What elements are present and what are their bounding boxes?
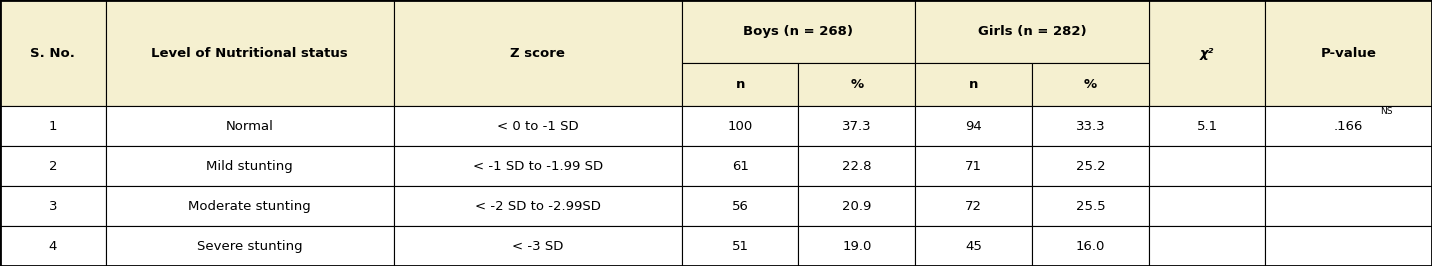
Bar	[106, 186, 394, 226]
Bar	[799, 226, 915, 266]
Bar	[915, 186, 1032, 226]
Text: 19.0: 19.0	[842, 240, 872, 252]
Bar	[0, 186, 106, 226]
Text: n: n	[969, 78, 978, 91]
Bar	[0, 226, 106, 266]
Bar	[394, 146, 682, 186]
Text: < 0 to -1 SD: < 0 to -1 SD	[497, 120, 579, 133]
Bar	[682, 106, 799, 146]
Text: χ²: χ²	[1200, 47, 1214, 60]
Bar	[1032, 106, 1148, 146]
Bar	[799, 106, 915, 146]
Text: 5.1: 5.1	[1197, 120, 1217, 133]
Bar	[394, 186, 682, 226]
Bar	[799, 146, 915, 186]
Bar	[1266, 186, 1432, 226]
Bar	[394, 0, 682, 106]
Bar	[1266, 0, 1432, 106]
Bar	[799, 63, 915, 106]
Bar	[682, 146, 799, 186]
Text: P-value: P-value	[1320, 47, 1376, 60]
Text: %: %	[1084, 78, 1097, 91]
Text: Girls (n = 282): Girls (n = 282)	[978, 25, 1087, 38]
Bar	[915, 106, 1032, 146]
Text: 25.5: 25.5	[1075, 200, 1106, 213]
Text: < -1 SD to -1.99 SD: < -1 SD to -1.99 SD	[473, 160, 603, 173]
Text: 3: 3	[49, 200, 57, 213]
Text: 71: 71	[965, 160, 982, 173]
Bar	[106, 106, 394, 146]
Text: .166: .166	[1335, 120, 1363, 133]
Bar	[1266, 226, 1432, 266]
Text: Z score: Z score	[510, 47, 566, 60]
Text: S. No.: S. No.	[30, 47, 76, 60]
Text: 94: 94	[965, 120, 982, 133]
Text: 100: 100	[727, 120, 753, 133]
Text: 56: 56	[732, 200, 749, 213]
Bar	[1032, 226, 1148, 266]
Text: 20.9: 20.9	[842, 200, 872, 213]
Text: 1: 1	[49, 120, 57, 133]
Text: 25.2: 25.2	[1075, 160, 1106, 173]
Text: n: n	[736, 78, 745, 91]
Bar	[0, 106, 106, 146]
Bar	[1148, 186, 1266, 226]
Bar	[106, 0, 394, 106]
Bar	[1148, 226, 1266, 266]
Text: %: %	[851, 78, 863, 91]
Bar	[682, 63, 799, 106]
Bar	[1148, 106, 1266, 146]
Text: Boys (n = 268): Boys (n = 268)	[743, 25, 853, 38]
Text: 33.3: 33.3	[1075, 120, 1106, 133]
Text: Level of Nutritional status: Level of Nutritional status	[152, 47, 348, 60]
Bar	[682, 186, 799, 226]
Text: 2: 2	[49, 160, 57, 173]
Bar	[1148, 0, 1266, 106]
Text: Moderate stunting: Moderate stunting	[189, 200, 311, 213]
Bar	[394, 226, 682, 266]
Bar	[1148, 146, 1266, 186]
Bar	[1266, 106, 1432, 146]
Bar	[394, 106, 682, 146]
Text: NS: NS	[1380, 107, 1393, 116]
Text: 51: 51	[732, 240, 749, 252]
Bar	[1266, 146, 1432, 186]
Text: Severe stunting: Severe stunting	[198, 240, 302, 252]
Bar	[0, 0, 106, 106]
Bar	[1032, 63, 1148, 106]
Bar	[1032, 186, 1148, 226]
Text: 72: 72	[965, 200, 982, 213]
Text: 22.8: 22.8	[842, 160, 872, 173]
Text: Mild stunting: Mild stunting	[206, 160, 294, 173]
Text: 4: 4	[49, 240, 57, 252]
Text: 61: 61	[732, 160, 749, 173]
Bar	[682, 226, 799, 266]
Bar	[915, 146, 1032, 186]
Bar	[106, 226, 394, 266]
Bar	[915, 63, 1032, 106]
Bar	[0, 146, 106, 186]
Text: Normal: Normal	[226, 120, 274, 133]
Text: 37.3: 37.3	[842, 120, 872, 133]
Bar	[682, 0, 915, 63]
Text: < -3 SD: < -3 SD	[513, 240, 563, 252]
Bar	[106, 146, 394, 186]
Text: 45: 45	[965, 240, 982, 252]
Bar	[799, 186, 915, 226]
Bar	[915, 226, 1032, 266]
Bar	[915, 0, 1148, 63]
Bar	[1032, 146, 1148, 186]
Text: < -2 SD to -2.99SD: < -2 SD to -2.99SD	[475, 200, 600, 213]
Text: 16.0: 16.0	[1075, 240, 1106, 252]
